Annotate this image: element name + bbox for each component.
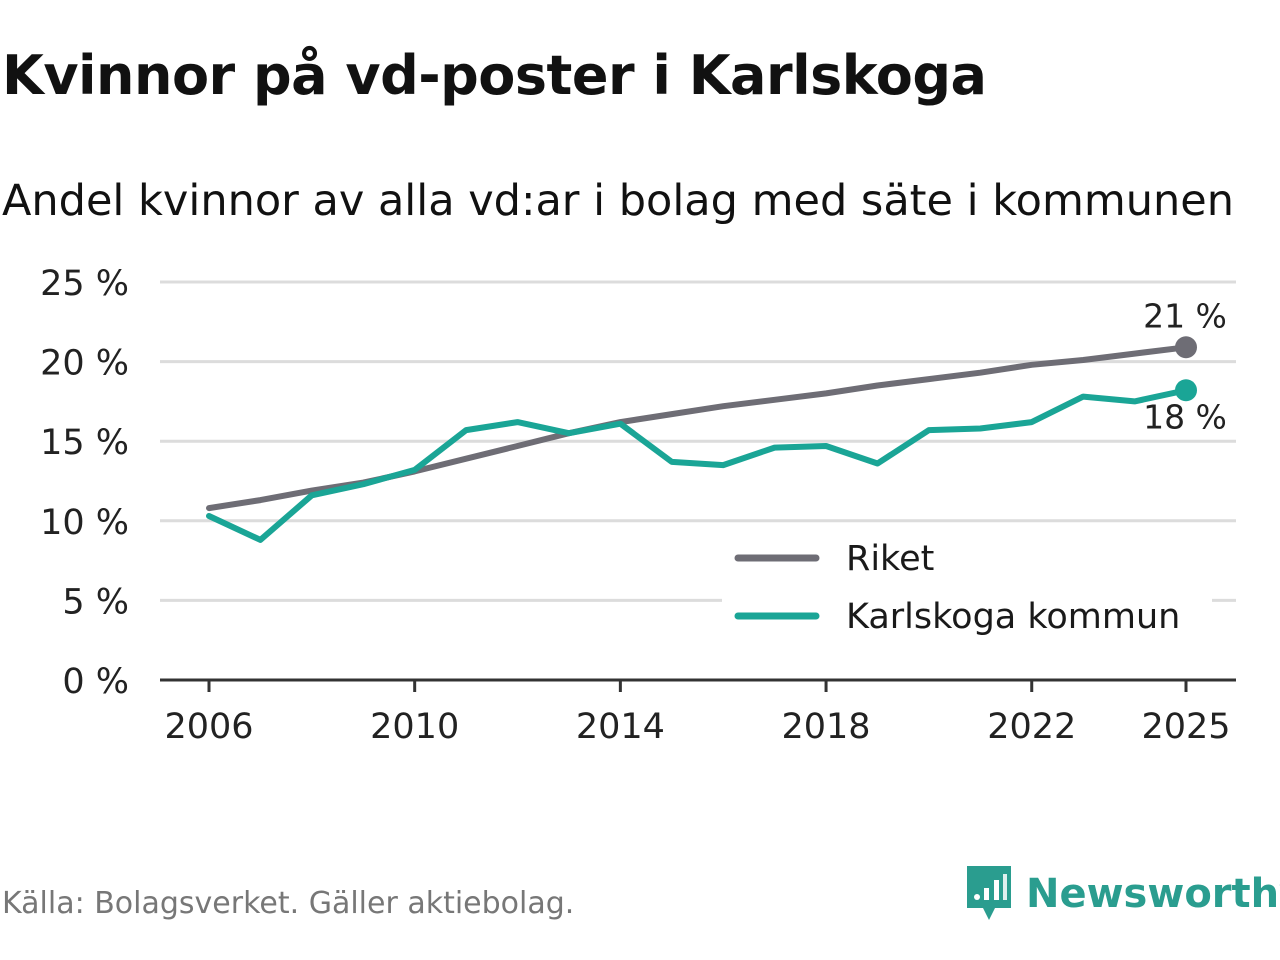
- x-tick-label: 2006: [164, 707, 253, 747]
- y-tick-label: 15 %: [40, 423, 129, 463]
- x-tick-label: 2010: [370, 707, 459, 747]
- y-tick-label: 25 %: [40, 264, 129, 304]
- legend-label: Karlskoga kommun: [846, 597, 1180, 637]
- legend-label: Riket: [846, 539, 934, 579]
- chart-subtitle: Andel kvinnor av alla vd:ar i bolag med …: [2, 176, 1234, 226]
- x-tick-label: 2025: [1141, 707, 1230, 747]
- y-tick-label: 0 %: [62, 662, 129, 702]
- brand: Newsworthy: [964, 864, 1280, 924]
- source-note: Källa: Bolagsverket. Gäller aktiebolag.: [2, 886, 575, 921]
- end-value-label: 18 %: [1143, 397, 1227, 436]
- end-point-marker: [1175, 336, 1197, 359]
- y-tick-label: 5 %: [62, 582, 129, 622]
- end-value-label: 21 %: [1143, 296, 1227, 335]
- x-tick-label: 2014: [576, 707, 665, 747]
- chart-title: Kvinnor på vd-poster i Karlskoga: [2, 44, 987, 107]
- y-tick-label: 10 %: [40, 503, 129, 543]
- series-line-karlskoga: [206, 387, 1189, 543]
- x-tick-label: 2018: [782, 707, 871, 747]
- x-tick-label: 2022: [987, 707, 1076, 747]
- newsworthy-logo-icon: [967, 866, 1011, 920]
- y-tick-label: 20 %: [40, 344, 129, 384]
- brand-name: Newsworthy: [1026, 871, 1280, 917]
- end-point-marker: [1175, 379, 1197, 402]
